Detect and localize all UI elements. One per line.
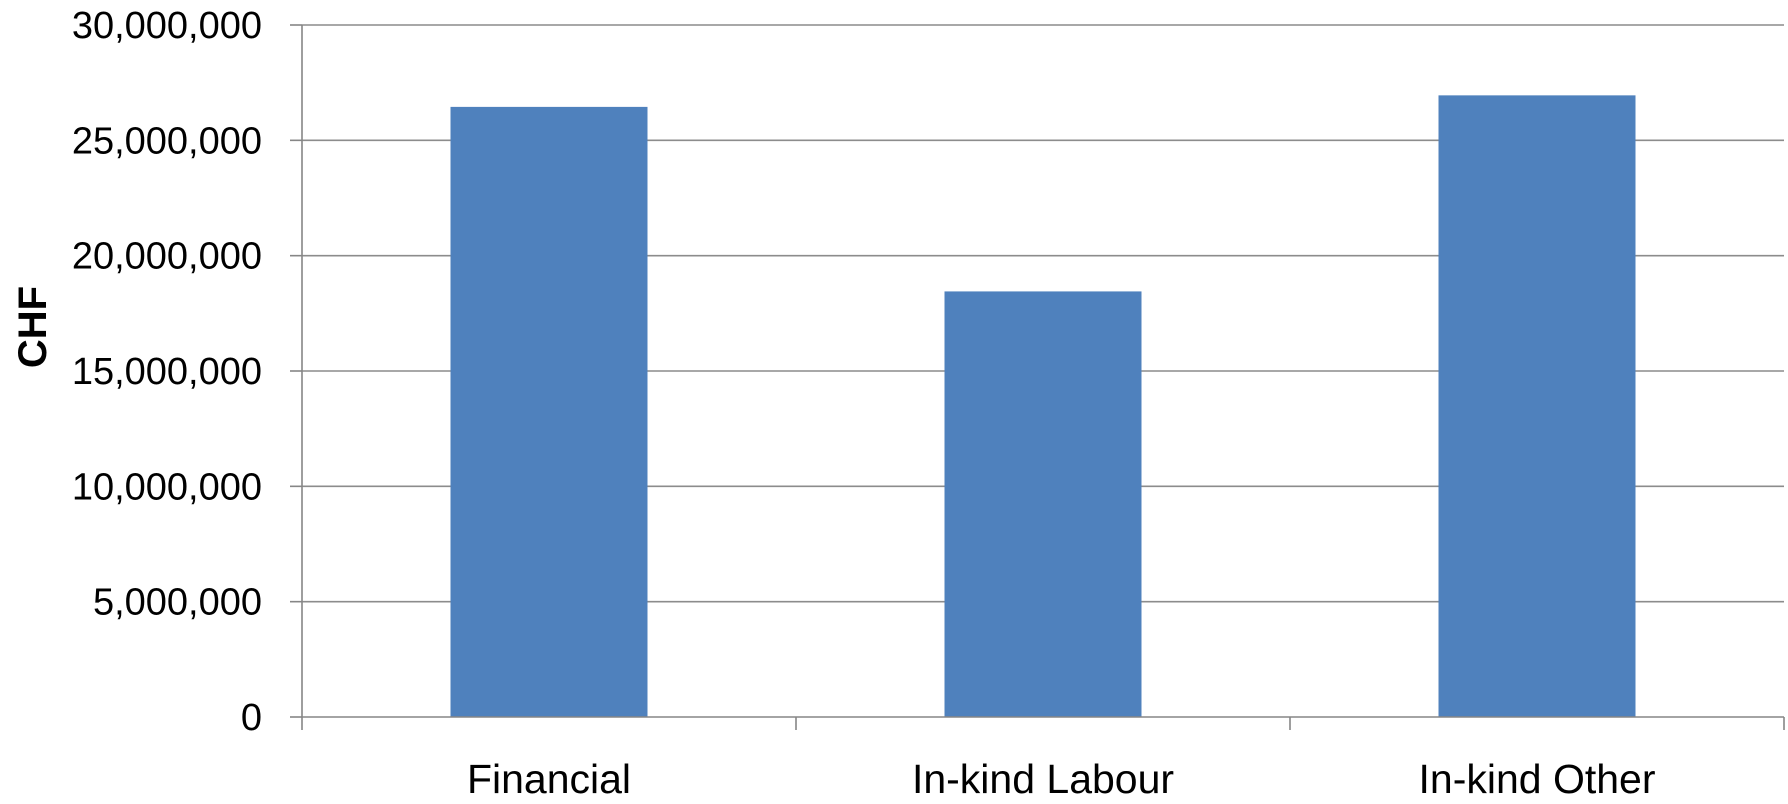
y-tick-label: 0 [241, 697, 262, 739]
y-tick-label: 15,000,000 [72, 351, 262, 393]
x-tick-label: In-kind Labour [912, 756, 1174, 799]
y-tick-label: 20,000,000 [72, 236, 262, 278]
x-tick-label: In-kind Other [1419, 756, 1656, 799]
bar-in-kind-labour [944, 291, 1142, 717]
y-tick-label: 5,000,000 [93, 582, 262, 624]
y-axis-title: CHF [11, 286, 55, 368]
y-tick-labels: 0 5,000,000 10,000,000 15,000,000 20,000,000… [72, 5, 262, 739]
bars [450, 95, 1636, 718]
x-tick-labels: Financial In-kind Labour In-kind Other [467, 756, 1656, 802]
bar-in-kind-other [1438, 95, 1636, 717]
axes [290, 24, 1785, 730]
y-tick-label: 10,000,000 [72, 466, 262, 508]
x-tick-label: Financial [467, 756, 631, 799]
y-tick-label: 25,000,000 [72, 120, 262, 162]
bar-financial [450, 106, 648, 718]
y-tick-label: 30,000,000 [72, 5, 262, 47]
